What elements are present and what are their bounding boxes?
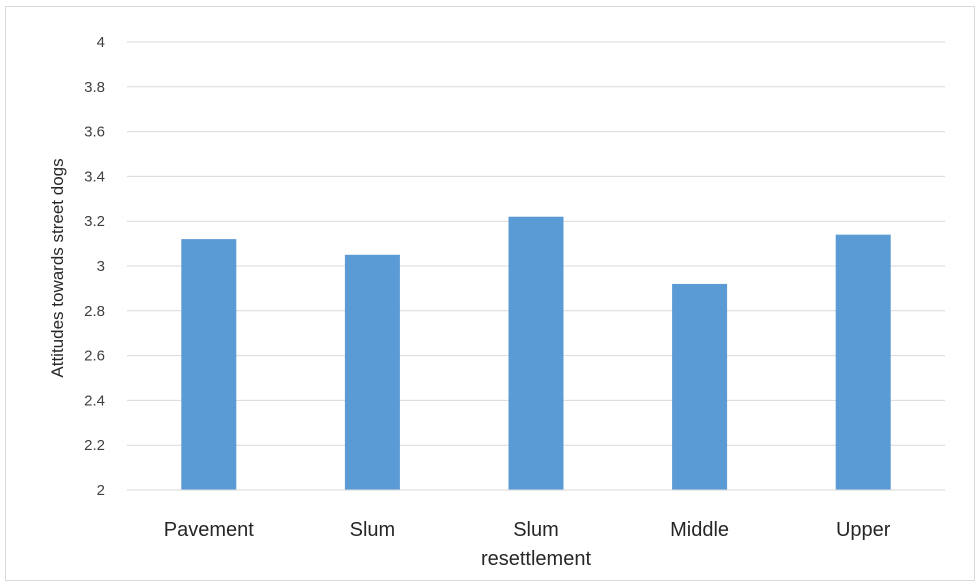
y-tick-label: 2.8: [84, 303, 105, 320]
chart-frame: [5, 6, 975, 581]
y-tick-label: 3.6: [84, 124, 105, 141]
y-tick-label: 2.6: [84, 348, 105, 365]
y-tick-label: 3.4: [84, 168, 105, 185]
x-category-label: Upper: [836, 519, 891, 541]
bars: [181, 216, 891, 490]
y-tick-label: 4: [97, 34, 105, 51]
y-tick-label: 3.8: [84, 79, 105, 96]
y-axis-title: Attitudes towards street dogs: [48, 158, 67, 377]
x-category-label: Pavement: [164, 519, 254, 541]
y-tick-label: 2.2: [84, 437, 105, 454]
bar: [181, 239, 237, 490]
y-axis-tick-labels: 2 2.2 2.4 2.6 2.8 3 3.2 3.4 3.6 3.8 4: [84, 34, 105, 499]
x-category-label: Middle: [670, 519, 729, 541]
bar: [508, 216, 564, 490]
y-tick-label: 3.2: [84, 213, 105, 230]
x-category-label: Slum resettlement: [481, 519, 591, 570]
y-tick-label: 2.4: [84, 392, 105, 409]
x-axis-category-labels: Pavement Slum Slum resettlement Middle Upper: [164, 519, 891, 570]
bar: [672, 283, 728, 490]
y-tick-label: 3: [97, 258, 105, 275]
x-category-label: Slum: [350, 519, 396, 541]
bar: [344, 254, 400, 490]
y-tick-label: 2: [97, 482, 105, 499]
bar: [835, 234, 891, 490]
gridlines: [127, 41, 945, 446]
